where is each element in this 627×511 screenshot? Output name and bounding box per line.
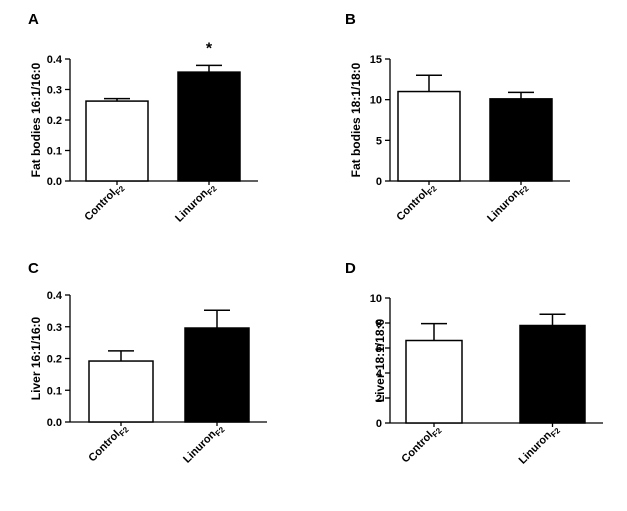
category-name: Control (86, 428, 122, 464)
y-tick-label: 0.1 (47, 146, 62, 158)
y-tick-label: 4 (376, 368, 383, 380)
y-tick-label: 5 (376, 135, 382, 147)
bar-control (405, 339, 463, 424)
category-name: Control (82, 187, 118, 223)
y-tick-label: 0 (376, 418, 382, 430)
category-name: Linuron (517, 429, 555, 467)
y-axis-label: Liver 16:1/16:0 (29, 316, 43, 400)
category-name: Control (399, 429, 435, 465)
y-tick-label: 0.4 (47, 54, 63, 66)
y-tick-label: 2 (376, 393, 382, 405)
category-name: Linuron (181, 428, 219, 466)
x-tick-label-linuron: LinuronF2 (517, 422, 563, 468)
category-name: Linuron (485, 187, 523, 225)
y-tick-label: 15 (370, 54, 382, 66)
y-tick-label: 0.0 (47, 417, 62, 429)
y-tick-label: 0.1 (47, 385, 62, 397)
x-tick-label-linuron: LinuronF2 (173, 180, 219, 226)
bar-control (88, 360, 154, 423)
x-tick-label-control: ControlF2 (399, 422, 444, 467)
x-tick-label-control: ControlF2 (394, 180, 439, 225)
panel-letter: D (345, 260, 356, 277)
y-tick-label: 0.4 (47, 290, 63, 302)
panel-b: B Fat bodies 18:1/18:0 0 5 10 15 ControlF2 Linu… (345, 11, 570, 226)
bar-linuron (177, 71, 241, 182)
y-tick-label: 6 (376, 343, 382, 355)
x-tick-label-linuron: LinuronF2 (181, 421, 227, 467)
panel-letter: C (28, 260, 39, 277)
panel-a: A Fat bodies 16:1/16:0 0.0 0.1 0.2 0.3 0.4 Cont… (28, 11, 258, 226)
bar-control (397, 90, 461, 182)
panel-letter: A (28, 11, 39, 28)
x-tick-label-linuron: LinuronF2 (485, 180, 531, 226)
significance-marker: * (206, 40, 213, 57)
category-name: Linuron (173, 187, 211, 225)
panel-letter: B (345, 11, 356, 28)
category-name: Control (394, 187, 430, 223)
y-tick-label: 10 (370, 293, 382, 305)
y-axis-label: Fat bodies 16:1/16:0 (29, 62, 43, 177)
y-tick-label: 0.2 (47, 115, 62, 127)
panel-d: D Liver 18:1/18:0 0 2 4 6 8 10 ControlF2 LinuronF… (345, 260, 603, 468)
y-tick-label: 10 (370, 95, 382, 107)
y-tick-label: 0 (376, 176, 382, 188)
y-tick-label: 0.2 (47, 354, 62, 366)
y-tick-label: 0.3 (47, 85, 62, 97)
y-axis-label: Fat bodies 18:1/18:0 (349, 62, 363, 177)
bar-linuron (489, 98, 553, 182)
panel-c: C Liver 16:1/16:0 0.0 0.1 0.2 0.3 0.4 ControlF2… (28, 260, 267, 467)
x-tick-label-control: ControlF2 (86, 421, 131, 466)
y-axis-label: Liver 18:1/18:0 (373, 318, 387, 402)
x-tick-label-control: ControlF2 (82, 180, 127, 225)
y-tick-label: 0.3 (47, 322, 62, 334)
bar-control (85, 100, 149, 182)
y-tick-label: 0.0 (47, 176, 62, 188)
y-tick-label: 8 (376, 318, 382, 330)
bar-linuron (519, 324, 586, 424)
bar-linuron (184, 327, 250, 423)
